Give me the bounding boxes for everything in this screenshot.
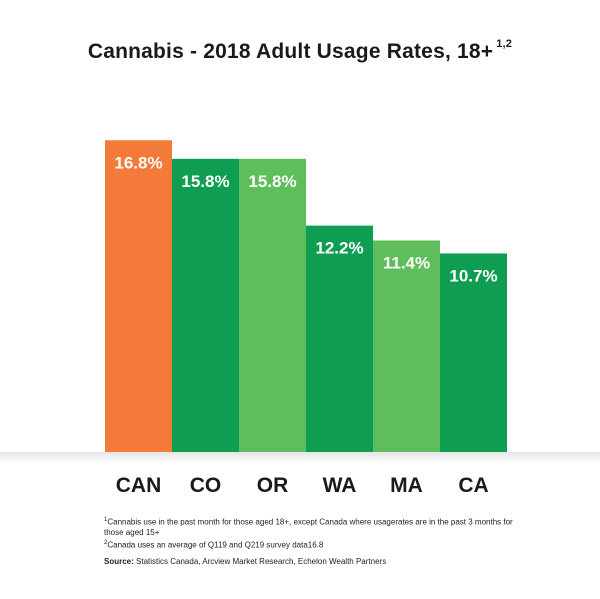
chart-title: Cannabis - 2018 Adult Usage Rates, 18+ 1,… (0, 38, 600, 64)
source-label: Source: (104, 557, 134, 566)
value-label-wa: 12.2% (315, 239, 363, 258)
footnotes: 1Cannabis use in the past month for thos… (104, 515, 524, 550)
bars-group (105, 140, 507, 453)
category-label-wa: WA (323, 474, 357, 497)
value-label-ca: 10.7% (449, 266, 497, 285)
category-labels-group: CAN CO OR WA MA CA (116, 474, 489, 497)
bar-co (172, 158, 239, 453)
category-label-or: OR (257, 474, 289, 497)
bar-can (105, 140, 172, 452)
bar-ca (440, 253, 507, 452)
footnote-1: 1Cannabis use in the past month for thos… (104, 515, 524, 538)
footnote-2: 2Canada uses an average of Q119 and Q219… (104, 538, 524, 551)
value-label-or: 15.8% (248, 172, 296, 191)
value-labels-group: 16.8% 15.8% 15.8% 12.2% 11.4% 10.7% (114, 153, 497, 285)
footnote-2-text: Canada uses an average of Q119 and Q219 … (107, 540, 324, 550)
category-label-ca: CA (458, 474, 488, 497)
value-label-co: 15.8% (181, 172, 229, 191)
bar-or (239, 158, 306, 453)
bar-wa (306, 225, 373, 452)
value-label-ma: 11.4% (383, 253, 430, 272)
source-text: Statistics Canada, Arcview Market Resear… (133, 557, 387, 566)
chart-title-text: Cannabis - 2018 Adult Usage Rates, 18+ (87, 40, 494, 63)
source-line: Source: Statistics Canada, Arcview Marke… (104, 557, 524, 566)
chart-title-superscript: 1,2 (496, 38, 513, 50)
bar-ma (373, 240, 440, 452)
footnote-1-text: Cannabis use in the past month for those… (104, 517, 513, 537)
footnote-2-marker: 2 (104, 539, 108, 546)
category-label-ma: MA (390, 474, 423, 497)
footnote-1-marker: 1 (104, 517, 108, 523)
category-label-co: CO (190, 474, 222, 497)
chart-floor-shadow (0, 452, 600, 464)
value-label-can: 16.8% (114, 153, 162, 172)
category-label-can: CAN (116, 474, 162, 497)
